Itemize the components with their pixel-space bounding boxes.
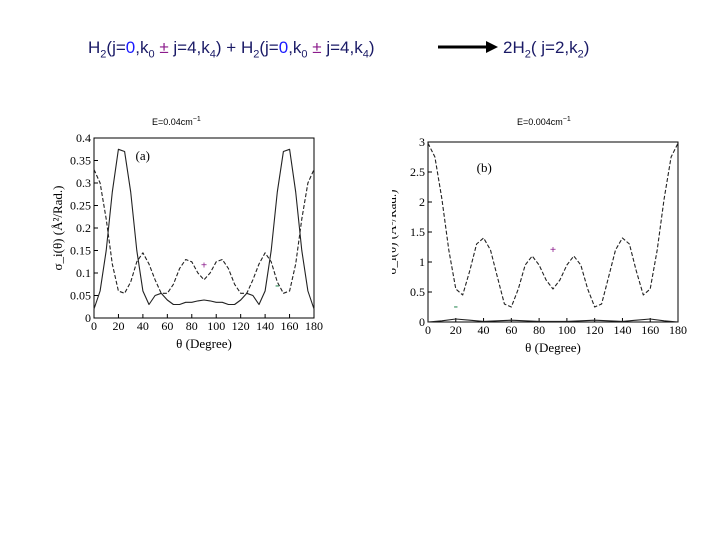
y-tick-label: 3 [419, 135, 425, 149]
y-tick-label: 1.5 [410, 225, 425, 239]
x-tick-label: 160 [281, 319, 299, 333]
y-tick-label: 0 [419, 315, 425, 329]
equation-part: 2H [503, 38, 525, 57]
x-axis-label: θ (Degree) [525, 340, 581, 355]
equation-part: 2 [253, 48, 260, 61]
equation-part: (j= [259, 38, 279, 57]
x-tick-label: 80 [533, 323, 545, 337]
equation-part: (j= [106, 38, 126, 57]
reaction-equation-products: 2H2( j=2,k2) [503, 38, 589, 60]
equation-part: ± [154, 38, 174, 57]
x-axis-label: θ (Degree) [176, 336, 232, 351]
plus-parity-marker: + [201, 260, 207, 272]
y-tick-label: 0.05 [70, 289, 91, 303]
equation-part: 4 [209, 48, 216, 61]
minus-parity-marker: - [454, 298, 458, 313]
x-tick-label: 180 [305, 319, 323, 333]
x-tick-label: 100 [558, 323, 576, 337]
y-tick-label: 0 [85, 311, 91, 325]
y-axis-label: σ_i(θ) (Å²/Rad.) [392, 189, 399, 274]
equation-part: 0 [301, 48, 308, 61]
energy-label-right: E=0.004cm−1 [517, 116, 571, 127]
reaction-equation-reactants: H2(j=0,k0 ± j=4,k4) + H2(j=0,k0 ± j=4,k4… [88, 38, 375, 60]
series-line-solid [93, 148, 315, 310]
equation-part: ,k [288, 38, 302, 57]
equation-part: ,k [135, 38, 149, 57]
x-tick-label: 40 [478, 323, 490, 337]
x-tick-label: 20 [112, 319, 124, 333]
x-tick-label: 60 [505, 323, 517, 337]
energy-label-left: E=0.04cm−1 [152, 116, 201, 127]
reaction-arrow-icon [438, 41, 498, 53]
minus-parity-marker: - [275, 277, 279, 292]
chart-panel-a: 0 20 40 60 80 100 120 140 160 180 0 0.05 0.1 0.15 0.2 0… [50, 131, 323, 351]
x-tick-label: 0 [91, 319, 97, 333]
x-tick-label: 120 [586, 323, 604, 337]
x-tick-label: 80 [186, 319, 198, 333]
equation-part: 4 [362, 48, 369, 61]
equation-part: j=4,k [326, 38, 363, 57]
equation-part: H [88, 38, 101, 57]
plus-parity-marker: + [550, 244, 556, 256]
x-tick-label: 0 [425, 323, 431, 337]
equation-part: ) + H [215, 38, 254, 57]
series-line-dashed [427, 142, 679, 308]
equation-part: j=4,k [173, 38, 210, 57]
equation-part: ( j=2,k [530, 38, 578, 57]
energy-exponent-right: −1 [562, 116, 571, 123]
x-tick-label: 20 [450, 323, 462, 337]
x-tick-label: 140 [256, 319, 274, 333]
equation-part: 2 [100, 48, 107, 61]
chart-panel-b: 0 20 40 60 80 100 120 140 160 180 0 0.5 1 1.5 2 2.5 3 (b)… [392, 135, 687, 355]
series-line-dashed [93, 169, 315, 294]
equation-part: 0 [148, 48, 155, 61]
equation-part: 0 [125, 38, 136, 57]
equation-part: 0 [278, 38, 289, 57]
y-tick-label: 0.5 [410, 285, 425, 299]
energy-exponent-left: −1 [192, 116, 201, 123]
y-tick-label: 0.15 [70, 244, 91, 258]
y-tick-label: 0.4 [76, 131, 91, 145]
y-tick-label: 0.1 [76, 266, 91, 280]
energy-value-left: E=0.04cm [152, 117, 193, 127]
equation-part: 2 [524, 48, 531, 61]
x-tick-label: 180 [669, 323, 687, 337]
x-tick-label: 140 [613, 323, 631, 337]
x-tick-label: 120 [232, 319, 250, 333]
y-tick-label: 0.3 [76, 176, 91, 190]
plot-frame [427, 141, 679, 323]
equation-part: ± [307, 38, 327, 57]
equation-part: 2 [577, 48, 584, 61]
y-tick-label: 0.35 [70, 154, 91, 168]
y-tick-label: 2.5 [410, 165, 425, 179]
equation-part: ) [368, 38, 375, 57]
panel-label: (b) [477, 160, 492, 175]
x-tick-label: 60 [161, 319, 173, 333]
x-tick-label: 100 [207, 319, 225, 333]
panel-label: (a) [136, 148, 150, 163]
equation-part: ) [583, 38, 590, 57]
y-tick-label: 0.25 [70, 199, 91, 213]
energy-value-right: E=0.004cm [517, 117, 563, 127]
y-axis-label: σ_i(θ) (Å²/Rad.) [50, 185, 65, 270]
y-tick-label: 1 [419, 255, 425, 269]
x-tick-label: 160 [641, 323, 659, 337]
x-tick-label: 40 [137, 319, 149, 333]
y-tick-label: 2 [419, 195, 425, 209]
series-line-solid [427, 318, 679, 323]
y-tick-label: 0.2 [76, 221, 91, 235]
